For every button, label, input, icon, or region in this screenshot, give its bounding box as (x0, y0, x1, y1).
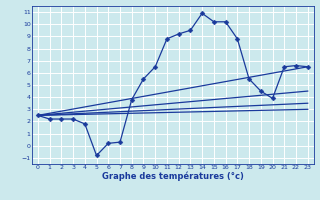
X-axis label: Graphe des températures (°c): Graphe des températures (°c) (102, 172, 244, 181)
